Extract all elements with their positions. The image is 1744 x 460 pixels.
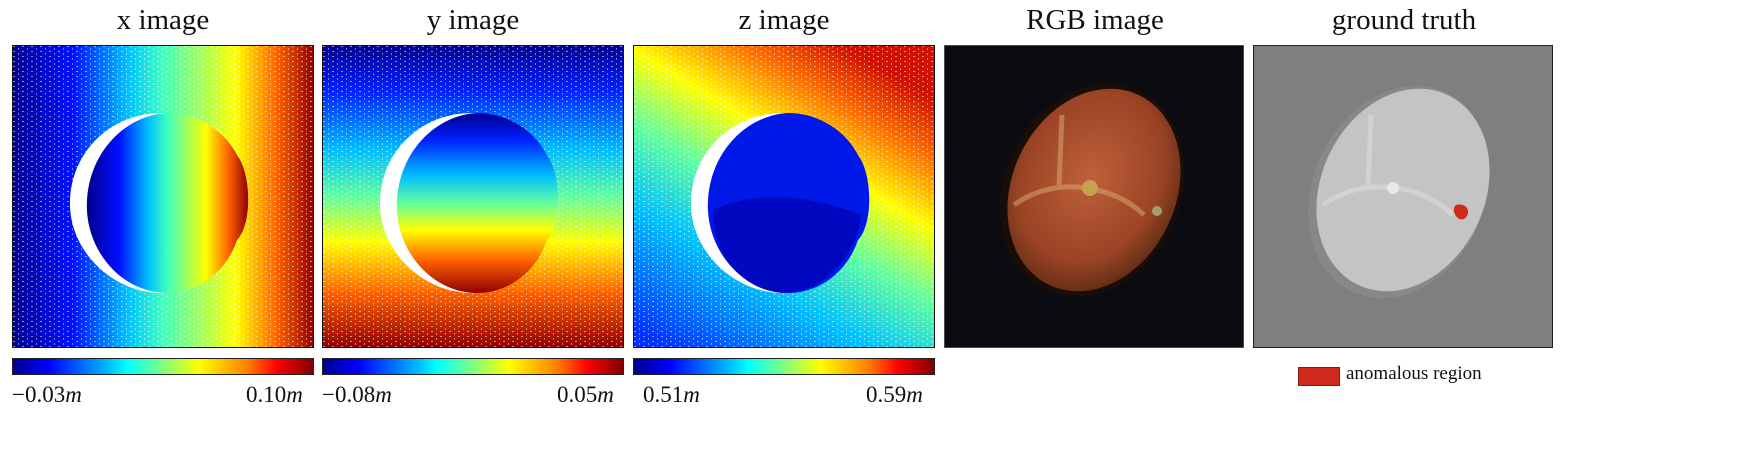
panel-title-ground-truth: ground truth: [1331, 4, 1477, 36]
panel-title-y: y image: [426, 4, 520, 36]
x-colorbar-min: −0.03m: [12, 382, 82, 407]
y-colorbar-min: −0.08m: [322, 382, 392, 407]
panel-title-z: z image: [738, 4, 830, 36]
y-colorbar-max: 0.05m: [557, 382, 614, 407]
y-colorbar: [322, 358, 624, 375]
z-colorbar-min: 0.51m: [643, 382, 700, 407]
z-colorbar: [633, 358, 935, 375]
x-colorbar-max: 0.10m: [246, 382, 303, 407]
rgb-image: [944, 45, 1246, 348]
y-image: [322, 45, 624, 348]
x-image: [12, 45, 314, 348]
anomalous-region-mask: [1453, 204, 1469, 220]
z-image: [633, 45, 935, 348]
ground-truth-image: [1253, 45, 1555, 348]
z-colorbar-max: 0.59m: [866, 382, 923, 407]
legend-swatch: [1298, 367, 1340, 386]
legend-label: anomalous region: [1346, 363, 1482, 384]
panel-title-rgb: RGB image: [1026, 4, 1164, 36]
x-colorbar: [12, 358, 314, 375]
panel-title-x: x image: [116, 4, 210, 36]
